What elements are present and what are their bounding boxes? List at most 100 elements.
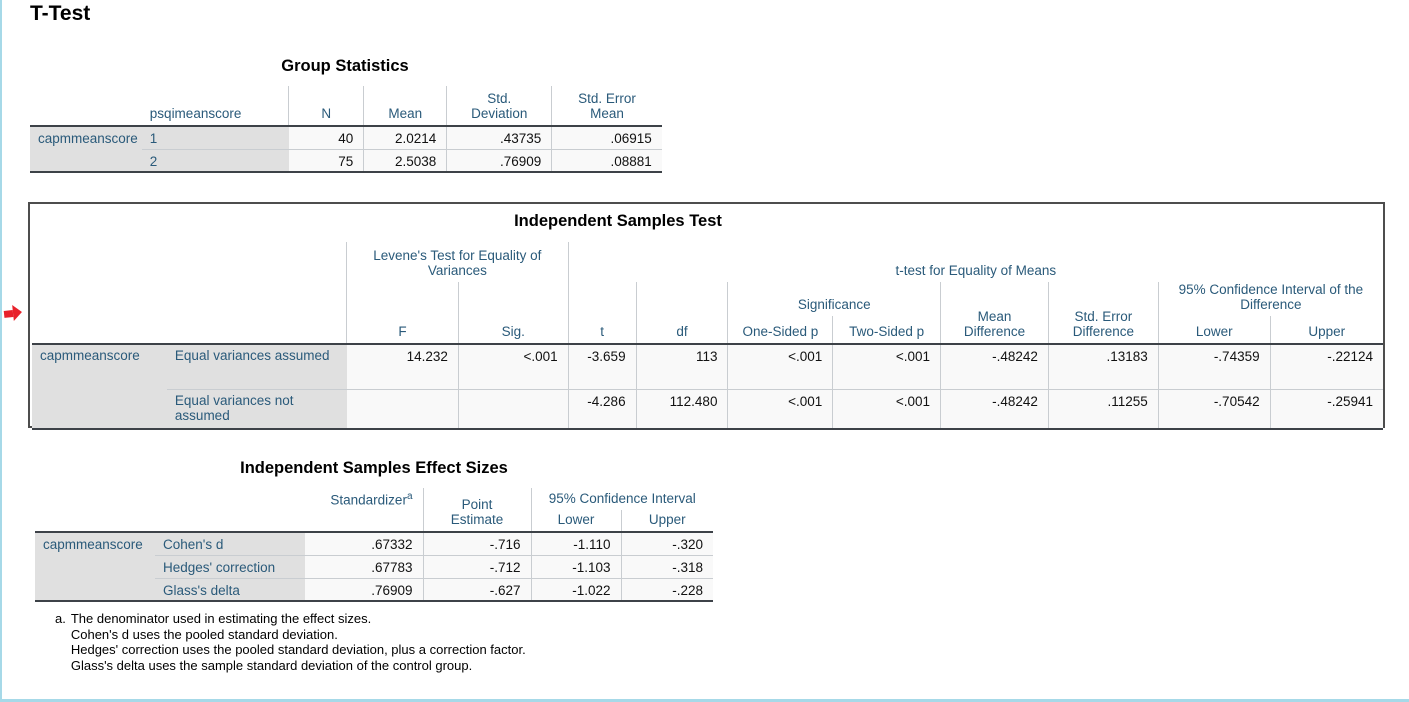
cell-point-estimate: -.716 <box>422 531 531 555</box>
row-label: Equal variances assumed <box>166 343 347 389</box>
header-row: psqimeanscore N Mean Std. Deviation Std.… <box>30 86 662 126</box>
cell-one-sided-p: <.001 <box>727 343 833 389</box>
independent-samples-test-table[interactable]: Levene's Test for Equality of Variances … <box>32 242 1383 430</box>
col-header-std-error-mean: Std. Error Mean <box>551 86 662 126</box>
table-row: Equal variances not assumed -4.286 112.4… <box>32 388 1383 430</box>
col-header-mean-difference: Mean Difference <box>940 282 1049 344</box>
cell-n: 75 <box>288 148 364 173</box>
row-var-label: capmmeanscore <box>32 343 167 430</box>
col-header-standardizer: Standardizera <box>305 488 424 532</box>
col-header-point-estimate: Point Estimate <box>423 488 532 532</box>
cell-upper: -.228 <box>620 577 713 602</box>
cell-lower: -.70542 <box>1157 388 1271 430</box>
effect-sizes-footnote: a. The denominator used in estimating th… <box>55 611 526 673</box>
col-header-f: F <box>346 282 459 344</box>
cell-std-error-mean: .08881 <box>551 148 662 173</box>
col-header-one-sided-p: One-Sided p <box>727 316 834 344</box>
cell-std-error-difference: .11255 <box>1047 388 1159 430</box>
row-label: Hedges' correction <box>155 554 305 578</box>
footnote-marker: a. <box>55 611 66 626</box>
col-header-upper: Upper <box>648 512 686 527</box>
col-header-lower: Lower <box>530 510 622 532</box>
cell-standardizer: .67783 <box>305 554 423 578</box>
cell-n: 40 <box>288 125 364 149</box>
cell-std-error-difference: .13183 <box>1047 343 1159 389</box>
cell-upper: -.320 <box>620 531 713 555</box>
independent-samples-test-selection-box[interactable]: Independent Samples Test Levene's Test f… <box>28 202 1385 430</box>
table-row: capmmeanscore 1 40 2.0214 .43735 .06915 <box>30 125 662 173</box>
col-header-sig: Sig. <box>458 282 569 344</box>
cell-df: 112.480 <box>635 388 728 430</box>
header-row-columns: One-Sided p Two-Sided p Lower Upper <box>32 316 1383 344</box>
stub-spacer <box>30 86 142 126</box>
cell-upper: -.25941 <box>1269 388 1383 430</box>
pane-edge-bottom <box>0 699 1409 702</box>
col-header-df: df <box>636 282 729 344</box>
row-var-label: capmmeanscore <box>30 125 142 173</box>
group-header-ttest: t-test for Equality of Means <box>895 263 1057 278</box>
cell-t: -4.286 <box>567 388 637 430</box>
group-label: 2 <box>141 148 289 173</box>
cell-std-error-mean: .06915 <box>551 125 662 149</box>
col-header-lower: Lower <box>1157 316 1271 344</box>
effect-sizes-table[interactable]: Standardizera Point Estimate 95% Confide… <box>35 488 713 602</box>
col-header-group-var: psqimeanscore <box>149 106 242 121</box>
cell-upper: -.22124 <box>1269 343 1383 389</box>
cell-standardizer: .76909 <box>305 577 423 602</box>
group-label: 1 <box>141 125 289 149</box>
cell-mean: 2.5038 <box>363 148 447 173</box>
cell-mean-difference: -.48242 <box>940 343 1049 389</box>
table-row: Glass's delta .76909 -.627 -1.022 -.228 <box>35 577 713 602</box>
group-header-significance: Significance <box>727 282 942 316</box>
cell-std-deviation: .43735 <box>446 125 552 149</box>
header-row-subgroups: F Sig. t df Significance Mean Difference… <box>32 282 1383 344</box>
header-row-groups: Levene's Test for Equality of Variances … <box>32 242 1383 344</box>
cell-sig <box>457 388 569 430</box>
col-header-n: N <box>288 86 364 126</box>
cell-lower: -1.103 <box>530 554 621 578</box>
header-row-columns: Lower Upper <box>35 510 713 532</box>
col-header-mean: Mean <box>363 86 447 126</box>
stub-spacer <box>32 242 348 344</box>
cell-upper: -.318 <box>620 554 713 578</box>
cell-two-sided-p: <.001 <box>832 343 941 389</box>
stub-spacer <box>35 488 305 532</box>
cell-t: -3.659 <box>567 343 637 389</box>
group-header-ci95: 95% Confidence Interval of the Differenc… <box>1157 282 1383 316</box>
cell-df: 113 <box>635 343 728 389</box>
group-header-levene: Levene's Test for Equality of Variances <box>346 242 569 282</box>
table-row: 2 75 2.5038 .76909 .08881 <box>30 148 662 173</box>
cell-f: 14.232 <box>346 343 459 389</box>
group-statistics-title: Group Statistics <box>281 57 409 75</box>
header-row-groups: Standardizera Point Estimate 95% Confide… <box>35 488 713 532</box>
cell-two-sided-p: <.001 <box>832 388 941 430</box>
footnote-line: Glass's delta uses the sample standard d… <box>70 657 473 673</box>
row-label: Equal variances not assumed <box>166 388 347 430</box>
cell-lower: -1.022 <box>530 577 621 602</box>
cell-sig: <.001 <box>457 343 569 389</box>
group-statistics-table[interactable]: psqimeanscore N Mean Std. Deviation Std.… <box>30 86 662 173</box>
footnote-line: Cohen's d uses the pooled standard devia… <box>70 626 338 642</box>
row-label: Glass's delta <box>155 577 305 602</box>
output-heading-ttest: T-Test <box>30 2 91 25</box>
table-row: Hedges' correction .67783 -.712 -1.103 -… <box>35 554 713 578</box>
footnote-marker-a: a <box>406 491 413 502</box>
col-header-t: t <box>568 282 637 344</box>
group-header-ci95: 95% Confidence Interval <box>530 488 713 510</box>
cell-standardizer: .67332 <box>305 531 423 555</box>
col-header-std-deviation: Std. Deviation <box>446 86 552 126</box>
cell-point-estimate: -.627 <box>422 577 531 602</box>
row-var-label: capmmeanscore <box>35 531 155 602</box>
independent-samples-test-title: Independent Samples Test <box>514 212 722 230</box>
footnote-line: Hedges' correction uses the pooled stand… <box>70 642 526 657</box>
pane-edge-left <box>0 0 2 702</box>
effect-sizes-title: Independent Samples Effect Sizes <box>240 459 508 477</box>
row-label: Cohen's d <box>155 531 305 555</box>
cell-one-sided-p: <.001 <box>727 388 833 430</box>
table-row: capmmeanscore Cohen's d .67332 -.716 -1.… <box>35 531 713 602</box>
cell-point-estimate: -.712 <box>422 554 531 578</box>
col-header-upper: Upper <box>1308 324 1346 339</box>
selection-arrow-icon <box>3 304 23 322</box>
table-row: capmmeanscore Equal variances assumed 14… <box>32 343 1383 430</box>
